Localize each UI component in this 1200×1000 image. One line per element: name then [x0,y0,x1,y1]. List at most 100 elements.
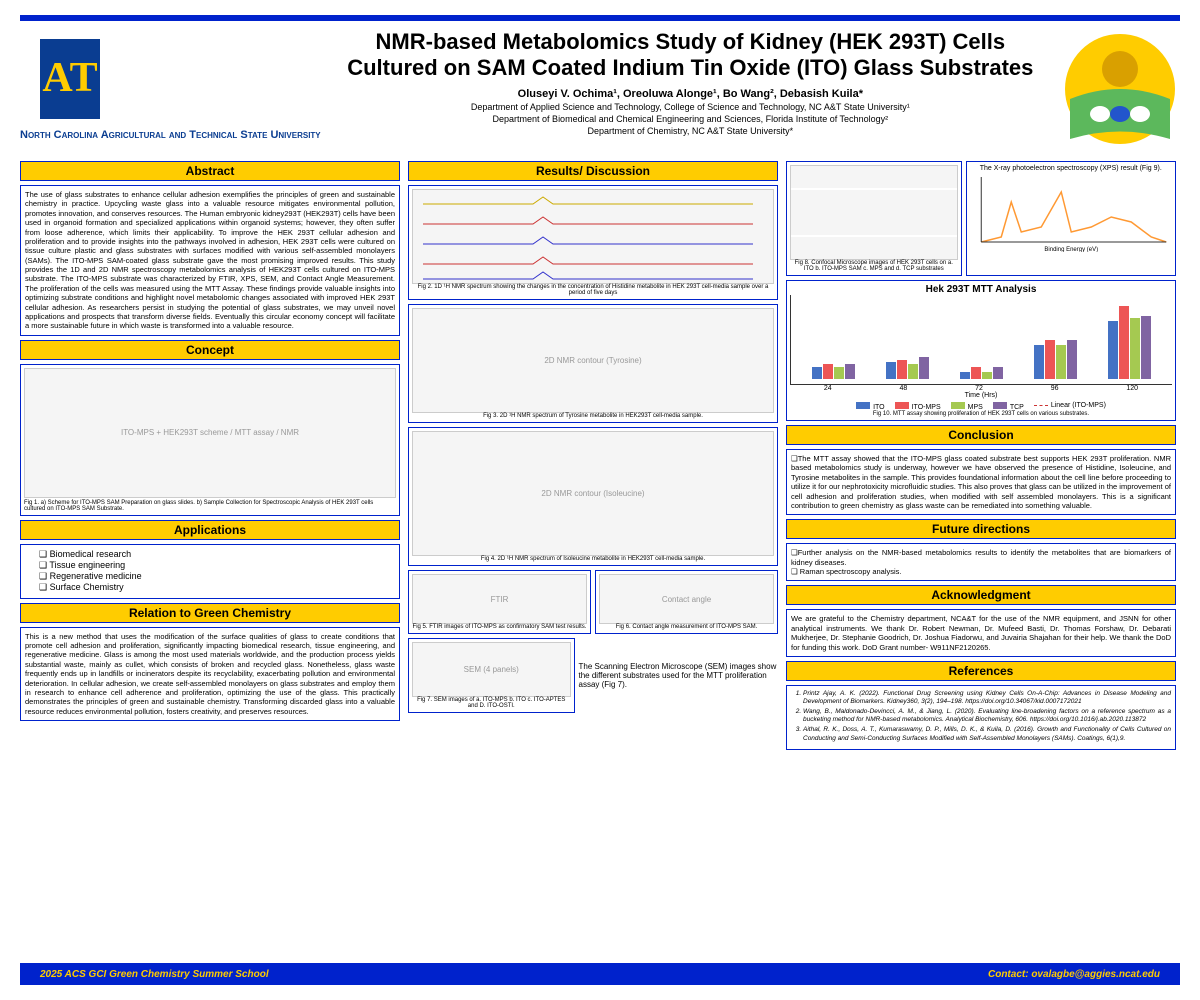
logo-left-block: AT North Carolina Agricultural and Techn… [20,29,321,141]
fig7-row: SEM (4 panels) Fig 7. SEM images of a. I… [408,638,778,713]
results-header: Results/ Discussion [408,161,778,181]
fig8: Fig 8. Confocal Microscope images of HEK… [786,161,962,276]
bar [886,362,896,379]
column-1: Abstract The use of glass substrates to … [20,161,400,963]
bar [812,367,822,379]
applications-list: Biomedical researchTissue engineeringReg… [25,549,395,594]
mtt-chart: Hek 293T MTT Analysis 24487296120 Time (… [786,280,1176,421]
fig5-6-row: FTIR Fig 5. FTIR images of ITO-MPS as co… [408,570,778,634]
fig7: SEM (4 panels) Fig 7. SEM images of a. I… [408,638,575,713]
ref-item: Printz Ajay, A. K. (2022). Functional Dr… [803,690,1171,706]
poster: AT North Carolina Agricultural and Techn… [0,0,1200,1000]
bar [1056,345,1066,379]
footer: 2025 ACS GCI Green Chemistry Summer Scho… [20,963,1180,985]
bar [1034,345,1044,379]
legend-item: ITO-MPS [895,402,941,411]
footer-right: Contact: ovalagbe@aggies.ncat.edu [988,969,1160,980]
bar [823,364,833,379]
bar [834,367,844,379]
bar [845,364,855,379]
app-item: Biomedical research [39,549,395,560]
applications-header: Applications [20,520,400,540]
xps-plot: Binding Energy (eV) [970,172,1173,252]
svg-text:Binding Energy (eV): Binding Energy (eV) [1044,247,1098,252]
concept-header: Concept [20,340,400,360]
xps-title: The X-ray photoelectron spectroscopy (XP… [970,165,1173,172]
bar [971,367,981,379]
green-header: Relation to Green Chemistry [20,603,400,623]
bar [1045,340,1055,379]
bar-group [812,364,855,379]
conclusion-header: Conclusion [786,425,1176,445]
mtt-legend: ITO ITO-MPS MPS TCP Linear (ITO-MPS) [790,402,1172,411]
applications-body: Biomedical researchTissue engineeringReg… [20,544,400,599]
university-name: North Carolina Agricultural and Technica… [20,129,321,141]
fig8-9-row: Fig 8. Confocal Microscope images of HEK… [786,161,1176,276]
fig3: 2D NMR contour (Tyrosine) Fig 3. 2D ¹H N… [408,304,778,423]
bar [1067,340,1077,379]
mtt-caption: Fig 10. MTT assay showing proliferation … [790,411,1172,417]
ack-header: Acknowledgment [786,585,1176,605]
app-item: Surface Chemistry [39,582,395,593]
ftir-plot: FTIR [412,574,587,624]
content: Abstract The use of glass substrates to … [20,161,1180,963]
fig9: The X-ray photoelectron spectroscopy (XP… [966,161,1177,276]
fig6-caption: Fig 6. Contact angle measurement of ITO-… [599,624,774,630]
header-center: NMR-based Metabolomics Study of Kidney (… [336,29,1045,136]
bar [1141,316,1151,379]
bar [1108,321,1118,379]
fig2: Fig 2. 1D ¹H NMR spectrum showing the ch… [408,185,778,300]
abstract-header: Abstract [20,161,400,181]
bar [897,360,907,379]
affil1: Department of Applied Science and Techno… [336,102,1045,112]
bar-group [886,357,929,379]
footer-left: 2025 ACS GCI Green Chemistry Summer Scho… [40,969,269,980]
bar [982,372,992,379]
app-item: Regenerative medicine [39,571,395,582]
confocal-images [790,165,958,260]
fig8-caption: Fig 8. Confocal Microscope images of HEK… [790,260,958,272]
mtt-xlabel: Time (Hrs) [790,392,1172,399]
legend-item: ITO [856,402,885,411]
fig6: Contact angle Fig 6. Contact angle measu… [595,570,778,634]
bar [993,367,1003,379]
ref-item: Aithal, R. K., Doss, A. T., Kumaraswamy,… [803,726,1171,742]
green-body: This is a new method that uses the modif… [20,627,400,721]
conclusion-body: ❑The MTT assay showed that the ITO-MPS g… [786,449,1176,515]
fig4-caption: Fig 4. 2D ¹H NMR spectrum of Isoleucine … [412,556,774,562]
ncat-logo: AT [20,29,120,129]
legend-item: MPS [951,402,983,411]
bar-group [1034,340,1077,379]
app-item: Tissue engineering [39,560,395,571]
concept-figure: ITO-MPS + HEK293T scheme / MTT assay / N… [20,364,400,516]
bar [908,364,918,379]
poster-title: NMR-based Metabolomics Study of Kidney (… [336,29,1045,82]
fig5-caption: Fig 5. FTIR images of ITO-MPS as confirm… [412,624,587,630]
bar [1130,318,1140,379]
mtt-bars [790,295,1172,385]
fig2-caption: Fig 2. 1D ¹H NMR spectrum showing the ch… [412,284,774,296]
references-list: Printz Ajay, A. K. (2022). Functional Dr… [791,690,1171,743]
nmr-2d-tyrosine: 2D NMR contour (Tyrosine) [412,308,774,413]
fig1-caption: Fig 1. a) Scheme for ITO-MPS SAM Prepara… [24,500,396,512]
bar [919,357,929,379]
fig7-caption: Fig 7. SEM images of a. ITO-MPS b. ITO c… [412,697,571,709]
mtt-title: Hek 293T MTT Analysis [790,284,1172,295]
abstract-body: The use of glass substrates to enhance c… [20,185,400,336]
sem-images: SEM (4 panels) [412,642,571,697]
affil3: Department of Chemistry, NC A&T State Un… [336,126,1045,136]
refs-body: Printz Ajay, A. K. (2022). Functional Dr… [786,685,1176,750]
bar [960,372,970,379]
sem-description: The Scanning Electron Microscope (SEM) i… [579,662,779,689]
nmr-1d-spectrum [412,189,774,284]
gci-logo [1060,29,1180,149]
legend-trend: Linear (ITO-MPS) [1034,402,1106,411]
future-body: ❑Further analysis on the NMR-based metab… [786,543,1176,581]
bar [1119,306,1129,379]
legend-item: TCP [993,402,1024,411]
bar-group [960,367,1003,379]
column-3: Fig 8. Confocal Microscope images of HEK… [786,161,1176,963]
column-2: Results/ Discussion Fig 2. 1D ¹H NMR spe… [408,161,778,963]
fig3-caption: Fig 3. 2D ¹H NMR spectrum of Tyrosine me… [412,413,774,419]
affil2: Department of Biomedical and Chemical En… [336,114,1045,124]
